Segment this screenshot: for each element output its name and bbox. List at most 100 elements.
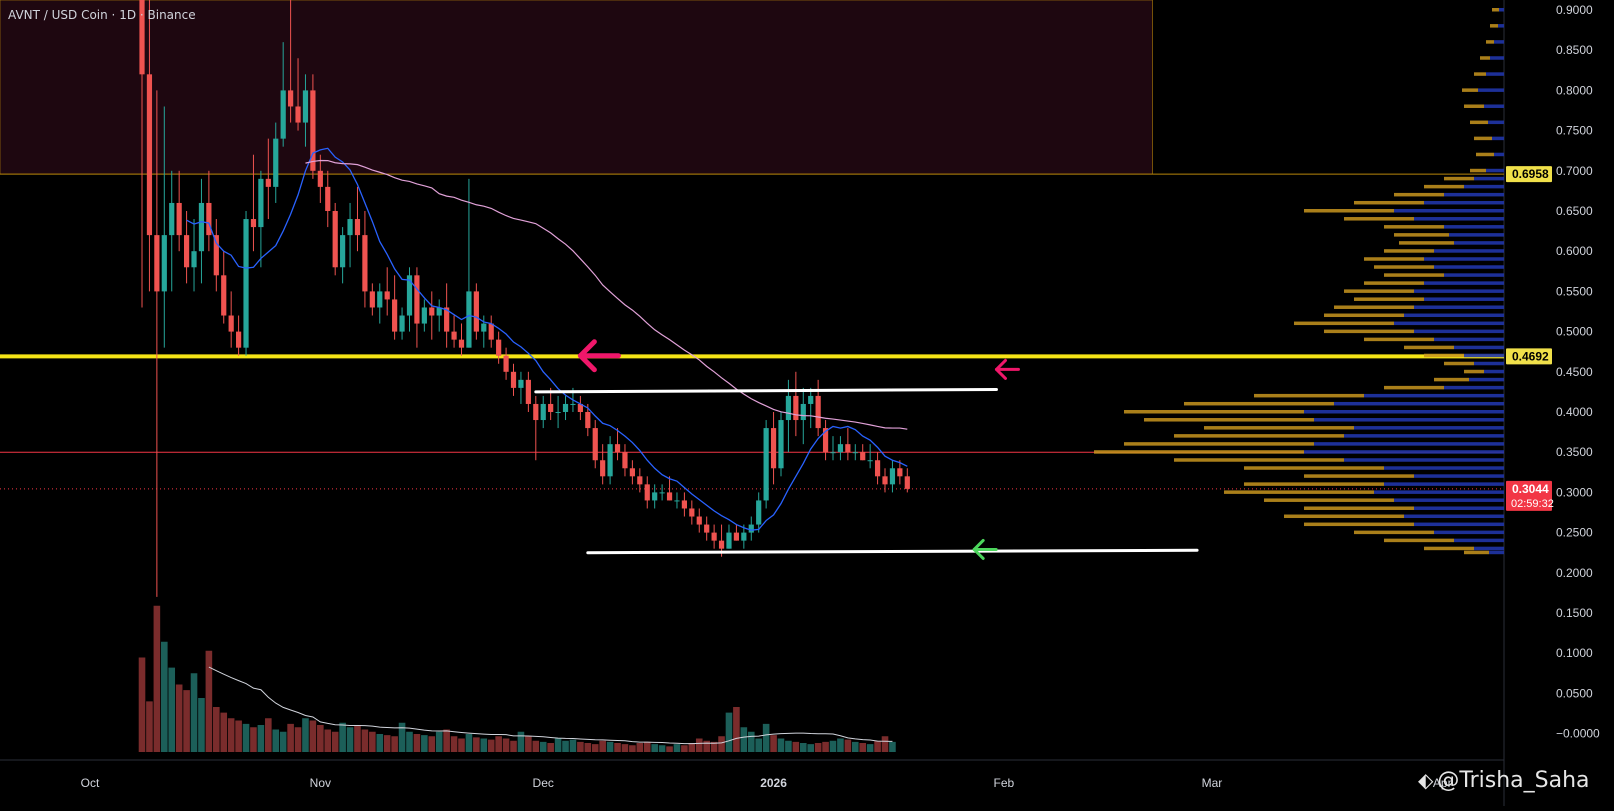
volume-profile-bar [1414,289,1504,293]
candle-body [414,275,420,324]
volume-profile-bar [1484,104,1504,108]
volume-profile-bar [1424,297,1504,301]
volume-bar [346,727,354,752]
candle-body [332,211,338,268]
candle-body [704,524,710,533]
volume-bar [591,744,599,752]
volume-bar [213,707,220,752]
chart-title: AVNT / USD Coin · 1D · Binance [8,8,196,22]
volume-bar [309,720,317,752]
candle-body [369,291,375,308]
volume-profile-bar [1486,168,1504,173]
candle-body [191,251,197,268]
candle-body [629,468,635,477]
candle-body [221,275,227,316]
price-axis-background [1504,0,1614,806]
candle-body [874,460,881,477]
volume-profile-bar [1490,56,1504,60]
volume-profile-bar [1474,176,1504,181]
candle-body [384,291,390,300]
candle-body [236,331,242,348]
volume-bar [398,722,406,752]
volume-profile-bar [1444,176,1474,181]
candle-body [733,532,740,541]
volume-profile-bar [1384,273,1444,277]
volume-bar [183,690,190,752]
volume-profile-bar [1449,233,1504,237]
candle-body [176,202,182,236]
volume-profile-bar [1364,393,1504,398]
candle-body [778,420,784,469]
candle-body [763,428,769,501]
candle-body [295,106,301,123]
volume-profile-bar [1404,313,1504,318]
volume-bar [487,739,495,752]
volume-bar [168,667,176,752]
volume-bar [822,741,829,752]
price-tick-label: 0.3000 [1556,485,1593,499]
candle-body [837,444,844,453]
candle-body [614,444,621,453]
volume-bar [889,741,896,752]
candle-body [228,315,234,332]
candle-body [340,235,346,268]
volume-profile-bar [1374,490,1504,494]
volume-profile-bar [1444,385,1504,390]
price-label: 0.3044 [1512,482,1549,496]
candle-body [711,532,717,541]
candle-body [622,452,628,469]
price-tick-label: 0.1000 [1556,646,1593,660]
time-tick-label: Nov [310,776,331,790]
moving-average-fast [186,147,908,531]
candle-body [310,90,316,171]
price-tick-label: 0.5500 [1556,284,1593,298]
volume-bar [413,734,421,752]
candle-body [458,339,465,348]
volume-bar [242,723,250,752]
volume-profile-bar [1414,329,1504,334]
volume-bar [814,743,822,752]
volume-bar [331,731,339,752]
volume-profile-bar [1444,192,1504,197]
volume-bar [554,738,562,752]
volume-profile-bar [1444,225,1504,229]
price-tick-label: 0.3500 [1556,445,1593,459]
candle-body [577,403,583,412]
time-tick-label: Mar [1202,776,1223,790]
price-tick-label: 0.6000 [1556,244,1593,258]
volume-profile-bar [1494,152,1504,157]
volume-profile-bar [1414,506,1504,510]
volume-bar [450,736,458,752]
volume-profile-bar [1474,72,1486,76]
candle-body [548,403,554,412]
volume-bar [383,735,391,752]
candle-body [607,444,613,477]
candle-body [793,395,799,421]
candle-body [496,339,502,356]
time-tick-label: Dec [533,776,554,790]
time-tick-label: Oct [81,776,100,790]
volume-profile-bar [1354,530,1434,535]
volume-profile-bar [1424,353,1464,358]
candle-body [406,275,413,316]
volume-profile-bar [1364,257,1424,261]
volume-bar [770,735,777,752]
volume-bar [703,740,710,752]
volume-profile-bar [1424,281,1504,285]
candle-body [696,516,702,525]
candle-body [860,452,866,461]
volume-bar [733,707,740,752]
volume-bar [257,725,265,752]
candle-body [741,532,747,541]
volume-bar [695,738,703,752]
volume-profile-bar [1334,305,1414,309]
volume-profile-bar [1464,550,1489,555]
volume-profile-bar [1492,136,1504,141]
time-tick-label: Apr [1433,776,1452,790]
candle-body [681,500,687,509]
volume-profile-bar [1474,361,1504,366]
candle-body [637,476,643,485]
price-label: 0.6958 [1512,167,1549,181]
